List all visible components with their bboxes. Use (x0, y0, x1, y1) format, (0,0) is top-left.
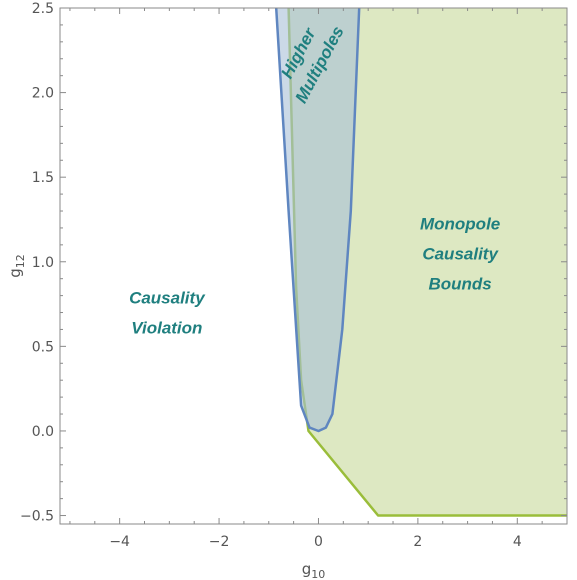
axis-ticks: −4 −2 0 2 4 −0.5 0.0 0.5 1.0 1.5 2.0 2.5 (20, 1, 568, 550)
annotation-line: Causality (422, 244, 499, 263)
x-tick-label: 2 (413, 534, 422, 550)
annotation-line: Causality (129, 289, 206, 308)
y-tick-label: 0.0 (32, 424, 54, 440)
annotation-line: Violation (131, 319, 202, 338)
x-tick-label: 4 (513, 534, 522, 550)
x-tick-label: −4 (109, 534, 130, 550)
regions (274, 7, 567, 517)
y-tick-label: −0.5 (20, 509, 54, 525)
y-tick-label: 2.0 (32, 86, 54, 102)
y-tick-label: 1.0 (32, 255, 54, 271)
y-tick-label: 0.5 (32, 339, 54, 355)
y-axis-label: g12 (6, 254, 27, 278)
region-fill-0 (288, 8, 567, 516)
annotation-line: Monopole (420, 214, 500, 233)
x-axis-label: g10 (302, 560, 326, 580)
region-boundary-1 (274, 7, 361, 433)
y-tick-label: 1.5 (32, 170, 54, 186)
x-tick-label: −2 (209, 534, 230, 550)
y-tick-label: 2.5 (32, 1, 54, 17)
annotation-line: Bounds (428, 274, 491, 293)
x-tick-label: 0 (314, 534, 323, 550)
plot-frame (59, 7, 568, 525)
